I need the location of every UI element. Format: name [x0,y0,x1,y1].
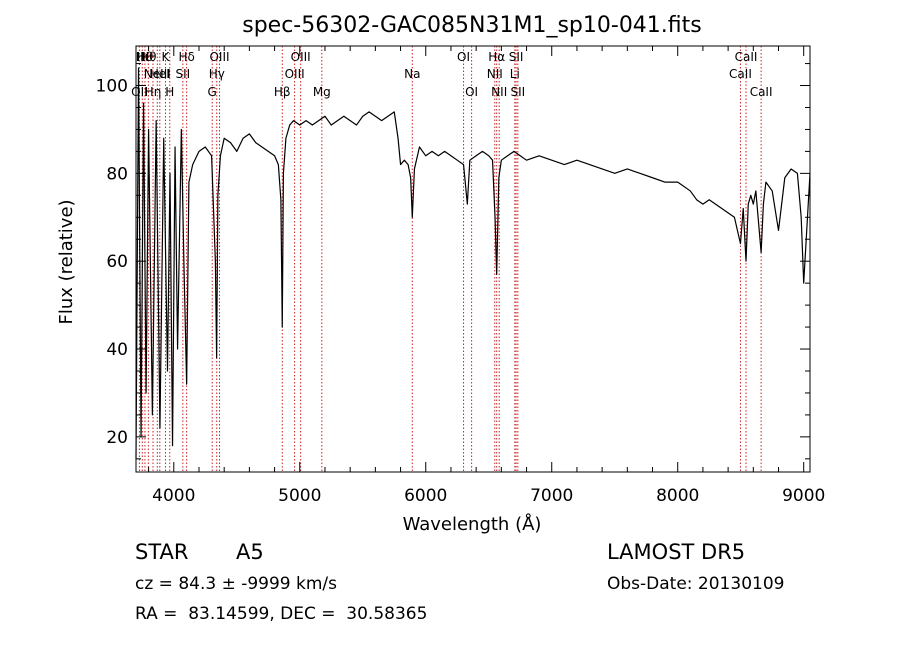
line-label: SII [176,67,191,81]
object-subclass: A5 [236,540,264,564]
line-label: K [162,50,171,64]
line-label: Hι [136,50,149,64]
y-tick-label: 20 [106,428,128,448]
line-label: Mg [313,85,331,99]
line-label: G [208,85,217,99]
line-label: Hθ [137,50,153,64]
line-label: SII [510,85,525,99]
chart-title: spec-56302-GAC085N31M1_sp10-041.fits [242,13,702,38]
line-label: Na [404,67,420,81]
line-label: OI [457,50,470,64]
line-label: CaII [750,85,773,99]
y-axis-label: Flux (relative) [56,199,77,324]
line-label: Hβ [274,85,291,99]
line-label: OIII [285,67,305,81]
survey-name: LAMOST DR5 [607,540,746,564]
line-label: Hθ [140,50,156,64]
x-tick-label: 9000 [782,486,825,506]
x-tick-label: 4000 [152,486,195,506]
line-label: H [165,85,174,99]
spectral-line-labels: OIIHιHθHθHηNeIIIHeIKHSIIHδGHγOIIIHβOIIIO… [131,50,772,99]
redshift-text: cz = 84.3 ± -9999 km/s [135,574,338,594]
x-axis-ticks: 4000 5000 6000 7000 8000 9000 [148,46,825,506]
spectrum-line [135,67,811,459]
y-tick-label: 60 [106,252,128,272]
line-label: SII [509,50,524,64]
line-label: Hδ [178,50,194,64]
line-label: Hα [488,50,505,64]
y-tick-label: 80 [106,164,128,184]
x-tick-label: 7000 [530,486,573,506]
line-label: CaII [729,67,752,81]
x-tick-label: 6000 [404,486,447,506]
line-label: NII [491,85,507,99]
series-layer [135,67,811,459]
line-label: OII [131,85,148,99]
line-label: OI [465,85,478,99]
plot-frame [135,45,811,473]
object-class: STAR [135,540,189,564]
line-label: NII [487,67,503,81]
line-label: Hγ [209,67,225,81]
line-label: Li [510,67,520,81]
y-tick-label: 100 [96,77,128,97]
spectral-line-markers [138,46,762,472]
line-label: CaII [735,50,758,64]
y-axis-ticks: 20 40 60 80 100 [96,63,810,460]
line-label: HeI [150,67,170,81]
x-axis-label: Wavelength (Å) [403,513,542,535]
y-tick-label: 40 [106,340,128,360]
line-label: OIII [209,50,229,64]
line-label: OIII [291,50,311,64]
ra-dec-text: RA = 83.14599, DEC = 30.58365 [135,604,428,624]
line-label: Hη [145,85,162,99]
line-label: NeIII [144,67,171,81]
x-tick-label: 5000 [278,486,321,506]
x-tick-label: 8000 [656,486,699,506]
observation-date: Obs-Date: 20130109 [607,574,785,594]
